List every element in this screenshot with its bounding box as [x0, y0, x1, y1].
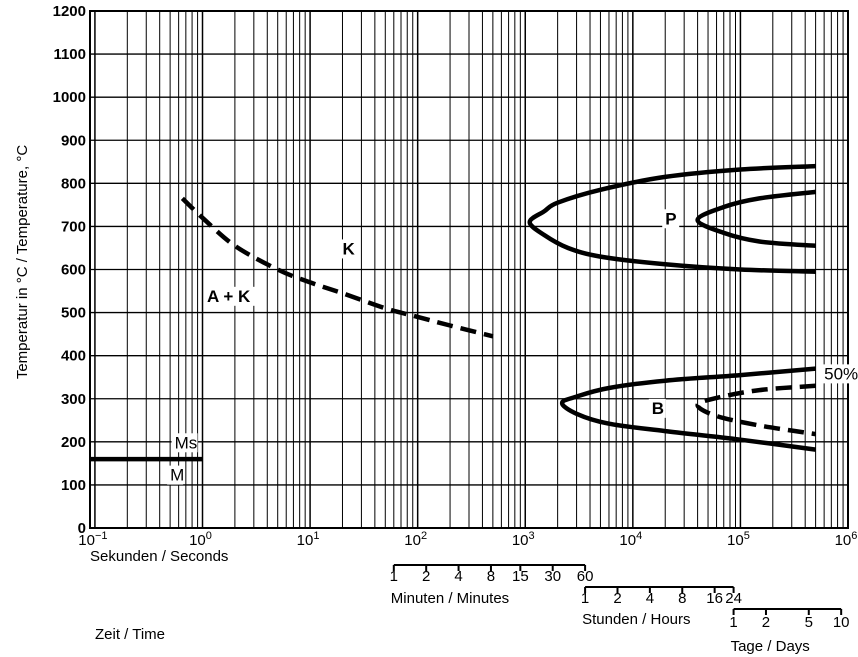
- annotation-a-k: A + K: [207, 287, 251, 306]
- scale-label: Minuten / Minutes: [391, 590, 509, 607]
- x-tick-exponent: 0: [206, 530, 212, 542]
- annotations: A + K K P B Ms M 50%: [167, 209, 858, 485]
- x-tick-base: 10: [78, 532, 95, 549]
- scale-tick-label: 30: [544, 568, 561, 585]
- annotation-backing: [167, 465, 184, 485]
- curve-b: [559, 366, 816, 452]
- annotation-backing: [203, 286, 265, 306]
- y-tick-label: 900: [61, 132, 86, 149]
- x-tick-base: 10: [297, 532, 314, 549]
- x-tick-labels: 10−1 100 101 102 103 104 105 106: [78, 530, 857, 549]
- x-tick-exponent: −1: [95, 530, 108, 542]
- scale-tick-label: 2: [613, 590, 621, 607]
- time-label: Zeit / Time: [95, 626, 165, 643]
- annotation-k: K: [342, 239, 355, 258]
- y-tick-label: 100: [61, 477, 86, 494]
- annotation-backing: [171, 433, 198, 453]
- annotation-p: P: [665, 209, 676, 228]
- x-tick-label: 10−1: [78, 530, 107, 549]
- x-tick-exponent: 1: [313, 530, 319, 542]
- scale-tick-label: 1: [581, 590, 589, 607]
- y-axis-label: Temperatur in °C / Temperature, °C: [14, 145, 31, 379]
- scale-tick-label: 4: [454, 568, 462, 585]
- annotation-backing: [821, 364, 858, 384]
- scale-tick-label: 16: [706, 590, 723, 607]
- scale-tick-label: 8: [678, 590, 686, 607]
- x-tick-label: 102: [404, 530, 427, 549]
- x-tick-label: 104: [619, 530, 642, 549]
- x-tick-label: 106: [835, 530, 858, 549]
- x-tick-exponent: 5: [744, 530, 750, 542]
- x-tick-exponent: 6: [851, 530, 857, 542]
- curves: [90, 163, 816, 462]
- scale-label: Tage / Days: [731, 638, 810, 655]
- annotation-backing: [339, 239, 357, 259]
- x-tick-base: 10: [619, 532, 636, 549]
- x-tick-base: 10: [727, 532, 744, 549]
- x-tick-exponent: 3: [529, 530, 535, 542]
- y-tick-label: 500: [61, 305, 86, 322]
- scale-tick-label: 1: [390, 568, 398, 585]
- scale-tick-label: 24: [725, 590, 742, 607]
- x-tick-base: 10: [512, 532, 529, 549]
- curve-50pct: [695, 383, 816, 437]
- x-tick-exponent: 2: [421, 530, 427, 542]
- curve-k: [180, 196, 494, 339]
- y-tick-label: 200: [61, 434, 86, 451]
- y-tick-label: 0: [78, 520, 86, 537]
- y-tick-labels: 0 100 200 300 400 500 600 700 800 900 1000 1100 1200: [53, 3, 86, 537]
- x-tick-label: 101: [297, 530, 320, 549]
- plot-frame: [89, 10, 849, 529]
- annotation-ms: Ms: [175, 433, 198, 452]
- annotation-b: B: [652, 399, 664, 418]
- x-tick-label: 103: [512, 530, 535, 549]
- y-tick-label: 1000: [53, 89, 86, 106]
- x-axis-label: Sekunden / Seconds: [90, 548, 228, 565]
- y-tick-label: 600: [61, 262, 86, 279]
- y-tick-label: 700: [61, 218, 86, 235]
- x-tick-label: 100: [189, 530, 212, 549]
- y-tick-label: 1100: [53, 46, 86, 63]
- scale-label: Stunden / Hours: [582, 611, 690, 628]
- scale-tick-label: 2: [422, 568, 430, 585]
- y-tick-label: 1200: [53, 3, 86, 20]
- scale-tick-label: 10: [833, 614, 850, 631]
- scale-tick-label: 2: [762, 614, 770, 631]
- scale-tick-label: 5: [805, 614, 813, 631]
- scale-tick-label: 1: [729, 614, 737, 631]
- x-tick-exponent: 4: [636, 530, 642, 542]
- scale-tick-label: 15: [512, 568, 529, 585]
- annotation-50-: 50%: [824, 364, 858, 383]
- annotation-backing: [662, 209, 680, 229]
- curve-p: [527, 163, 816, 274]
- scale-tick-label: 8: [487, 568, 495, 585]
- x-tick-base: 10: [404, 532, 421, 549]
- scale-tick-label: 4: [646, 590, 654, 607]
- annotation-m: M: [170, 466, 184, 485]
- annotation-backing: [648, 398, 666, 418]
- curve-inner: [695, 189, 816, 249]
- y-tick-label: 800: [61, 175, 86, 192]
- x-tick-base: 10: [189, 532, 206, 549]
- y-tick-label: 400: [61, 348, 86, 365]
- scale-tick-label: 60: [577, 568, 594, 585]
- y-tick-label: 300: [61, 391, 86, 408]
- x-tick-label: 105: [727, 530, 750, 549]
- x-tick-base: 10: [835, 532, 852, 549]
